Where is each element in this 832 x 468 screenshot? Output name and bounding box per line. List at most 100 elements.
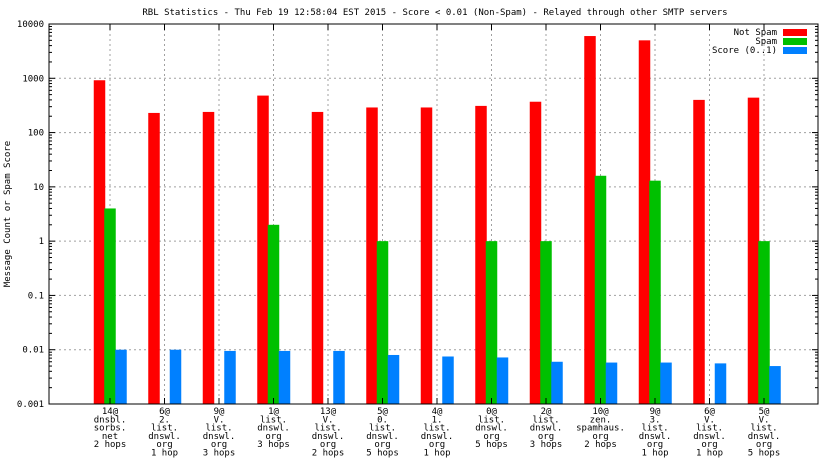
x-tick-label: 1@ list. dnswl. org 3 hops bbox=[257, 407, 290, 450]
x-tick-label-line: list. bbox=[260, 415, 287, 425]
x-tick-label-line: org bbox=[429, 440, 445, 450]
x-tick-label-line: 1 hop bbox=[151, 449, 178, 459]
x-tick-label-line: list. bbox=[532, 415, 559, 425]
x-tick-label-line: 9@ bbox=[214, 407, 225, 417]
bar-2-0 bbox=[115, 349, 127, 404]
x-tick-label: 5@ 0. list. dnswl. org 5 hops bbox=[366, 407, 399, 459]
bar-2-12 bbox=[769, 366, 781, 404]
x-tick-label-line: list. bbox=[423, 424, 450, 434]
x-tick-label-line: 5@ bbox=[377, 407, 388, 417]
x-tick-label-line: list. bbox=[641, 424, 668, 434]
x-tick-label-line: org bbox=[320, 440, 336, 450]
x-tick-label: 10@ zen. spamhaus. org 2 hops bbox=[576, 407, 625, 450]
bar-0-6 bbox=[420, 107, 433, 405]
x-tick-label-line: 0@ bbox=[486, 407, 497, 417]
x-tick-label-line: org bbox=[374, 440, 390, 450]
bar-2-8 bbox=[551, 361, 563, 404]
x-tick-label-line: 1 hop bbox=[423, 449, 450, 459]
bar-0-3 bbox=[257, 95, 269, 405]
x-tick-label-line: org bbox=[156, 440, 172, 450]
x-tick-label-line: list. bbox=[750, 424, 777, 434]
x-tick-label-line: 5 hops bbox=[475, 440, 508, 450]
bar-0-11 bbox=[693, 99, 705, 404]
x-tick-label: 5@ V. list. dnswl. org 5 hops bbox=[748, 407, 781, 459]
x-tick-label-line: dnswl. bbox=[639, 432, 672, 442]
y-tick-label: 1 bbox=[39, 237, 44, 247]
bar-0-1 bbox=[148, 112, 160, 404]
legend-swatch bbox=[783, 47, 807, 54]
y-tick-label: 0.001 bbox=[17, 400, 44, 410]
x-tick-label-line: dnswl. bbox=[203, 432, 236, 442]
x-tick-label-line: 3 hops bbox=[530, 440, 563, 450]
legend-label: Score (0..1) bbox=[712, 46, 777, 56]
bar-2-6 bbox=[442, 356, 454, 404]
x-tick-label-line: dnsbl. bbox=[94, 415, 127, 425]
bar-1-8 bbox=[540, 241, 552, 404]
bar-0-12 bbox=[747, 97, 760, 404]
bar-0-0 bbox=[93, 80, 106, 404]
x-tick-label-line: 13@ bbox=[320, 407, 337, 417]
x-tick-label-line: net bbox=[102, 432, 118, 442]
x-tick-label-line: dnswl. bbox=[148, 432, 181, 442]
y-tick-label: 10 bbox=[33, 183, 44, 193]
x-tick-label-line: org bbox=[592, 432, 608, 442]
x-tick-label-line: sorbs. bbox=[94, 424, 127, 434]
x-tick-label-line: 9@ bbox=[650, 407, 661, 417]
bar-2-2 bbox=[224, 350, 236, 404]
bar-1-3 bbox=[267, 224, 280, 404]
bar-1-10 bbox=[649, 180, 661, 404]
legend-label: Spam bbox=[755, 37, 777, 47]
bar-2-3 bbox=[278, 350, 291, 404]
x-tick-label: 14@ dnsbl. sorbs. net 2 hops bbox=[94, 407, 127, 450]
bar-1-7 bbox=[485, 241, 498, 404]
x-tick-label-line: zen. bbox=[590, 415, 612, 425]
x-tick-label-line: 4@ bbox=[432, 407, 443, 417]
x-tick-label-line: org bbox=[756, 440, 772, 450]
x-tick-label-line: dnswl. bbox=[693, 432, 726, 442]
x-tick-label-line: 1. bbox=[432, 415, 443, 425]
x-tick-label-line: dnswl. bbox=[257, 424, 290, 434]
bars bbox=[93, 36, 781, 405]
x-tick-label: 13@ V. list. dnswl. org 2 hops bbox=[312, 407, 345, 459]
bar-2-5 bbox=[387, 354, 400, 404]
x-tick-label: 6@ V. list. dnswl. org 1 hop bbox=[693, 407, 726, 459]
x-tick-label-line: org bbox=[265, 432, 281, 442]
x-tick-label-line: dnswl. bbox=[366, 432, 399, 442]
x-tick-label-line: V. bbox=[214, 415, 225, 425]
bar-2-1 bbox=[169, 349, 182, 404]
x-tick-label-line: 2 hops bbox=[584, 440, 617, 450]
x-tick-label-line: dnswl. bbox=[312, 432, 345, 442]
x-tick-label: 9@ 3. list. dnswl. org 1 hop bbox=[639, 407, 672, 459]
bar-1-0 bbox=[104, 208, 116, 404]
x-tick-label-line: list. bbox=[478, 415, 505, 425]
x-tick-label-line: 1 hop bbox=[641, 449, 668, 459]
x-tick-label-line: 1@ bbox=[268, 407, 279, 417]
x-tick-label-line: dnswl. bbox=[475, 424, 508, 434]
x-tick-label-line: 14@ bbox=[102, 407, 119, 417]
x-tick-label-line: list. bbox=[369, 424, 396, 434]
bar-2-7 bbox=[496, 357, 509, 404]
chart-title: RBL Statistics - Thu Feb 19 12:58:04 EST… bbox=[142, 8, 727, 18]
x-tick-label-line: 2. bbox=[159, 415, 170, 425]
x-tick-label: 4@ 1. list. dnswl. org 1 hop bbox=[421, 407, 454, 459]
bar-0-8 bbox=[529, 101, 542, 404]
x-tick-label-line: 5 hops bbox=[366, 449, 399, 459]
x-tick-label-line: list. bbox=[314, 424, 341, 434]
x-tick-label-line: 2 hops bbox=[94, 440, 127, 450]
bar-0-4 bbox=[311, 111, 324, 404]
x-tick-label-line: V. bbox=[323, 415, 334, 425]
x-tick-label-line: 6@ bbox=[159, 407, 170, 417]
bar-2-10 bbox=[660, 362, 672, 404]
bar-0-7 bbox=[475, 105, 487, 404]
x-tick-label-line: list. bbox=[151, 424, 178, 434]
y-tick-label: 0.01 bbox=[22, 346, 44, 356]
plot-frame bbox=[48, 23, 819, 405]
y-axis-label: Message Count or Spam Score bbox=[3, 141, 13, 287]
x-tick-label-line: 6@ bbox=[704, 407, 715, 417]
y-tick-label: 10000 bbox=[17, 20, 44, 30]
x-tick-label: 0@ list. dnswl. org 5 hops bbox=[475, 407, 508, 450]
x-tick-label-line: 0. bbox=[377, 415, 388, 425]
y-axis-ticks: 0.001 0.01 0.1 1 10 100 1000 10000 bbox=[17, 20, 818, 410]
